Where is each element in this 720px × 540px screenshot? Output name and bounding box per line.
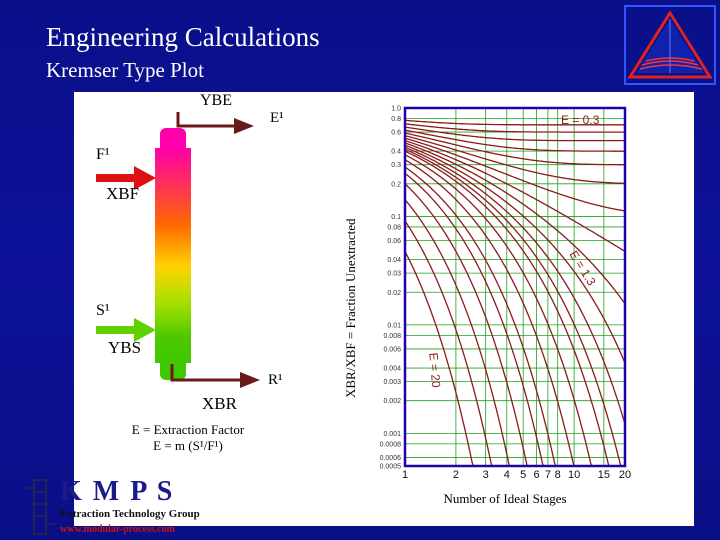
y-tick-label: 0.2 <box>391 181 401 188</box>
y-tick-label: 1.0 <box>391 106 401 113</box>
y-tick-label: 0.001 <box>383 431 401 438</box>
x-tick-label: 6 <box>534 469 540 481</box>
kremser-curve <box>404 137 626 212</box>
slide-title: Engineering Calculations <box>46 22 320 52</box>
kremser-curve <box>404 199 511 467</box>
y-tick-label: 0.0008 <box>380 441 402 448</box>
raffinate-arrow-icon <box>170 364 260 388</box>
x-tick-label: 7 <box>545 469 551 481</box>
column-body <box>155 148 191 363</box>
x-tick-label: 10 <box>568 469 580 481</box>
x-tick-label: 4 <box>504 469 510 481</box>
solvent-arrow-icon <box>96 318 156 342</box>
r1-label: R¹ <box>268 372 283 388</box>
kremser-curve <box>404 132 625 166</box>
y-tick-label: 0.006 <box>383 346 401 353</box>
x-tick-label: 8 <box>555 469 561 481</box>
y-tick-label: 0.03 <box>387 271 401 278</box>
kremser-curve <box>404 166 557 467</box>
s1-label: S¹ <box>96 302 110 319</box>
kremser-curve <box>404 148 622 467</box>
x-axis-label: Number of Ideal Stages <box>443 491 566 506</box>
ef-formula: E = m (S¹/F¹) <box>153 438 223 453</box>
logo-group: Extraction Technology Group <box>60 508 200 520</box>
ybe-arrow-icon <box>176 112 254 134</box>
kremser-curve <box>404 154 593 467</box>
kremser-curve <box>404 172 545 467</box>
kremser-curve <box>404 135 626 185</box>
ybs-label: YBS <box>108 338 142 357</box>
annot-e-0-3: E = 0.3 <box>561 113 600 127</box>
kremser-curve <box>404 123 625 133</box>
xbr-label: XBR <box>202 394 237 413</box>
y-tick-label: 0.01 <box>387 322 401 329</box>
xbf-label: XBF <box>106 184 140 203</box>
y-tick-label: 0.1 <box>391 214 401 221</box>
y-tick-label: 0.0006 <box>380 455 402 462</box>
logo-wordmark: K M P S <box>60 476 175 507</box>
extraction-factor-note: E = Extraction Factor E = m (S¹/F¹) <box>112 422 264 454</box>
y-axis-label: XBR/XBF = Fraction Unextracted <box>343 218 358 398</box>
y-tick-label: 0.04 <box>387 257 401 264</box>
annot-e-20: E = 20 <box>426 352 443 388</box>
y-tick-label: 0.6 <box>391 130 401 137</box>
y-tick-label: 0.06 <box>387 238 401 245</box>
x-tick-label: 2 <box>453 469 459 481</box>
kremser-curve <box>404 220 493 467</box>
y-tick-label: 0.004 <box>383 366 401 373</box>
y-tick-label: 0.0005 <box>380 464 402 471</box>
e1-label: E¹ <box>270 110 284 126</box>
kmps-logo: K M P S Extraction Technology Group www.… <box>20 476 220 540</box>
x-tick-label: 3 <box>483 469 489 481</box>
y-tick-label: 0.3 <box>391 162 401 169</box>
kremser-curve <box>404 126 625 142</box>
kremser-curve <box>404 144 626 364</box>
kremser-curve <box>404 150 611 467</box>
kremser-curve <box>404 142 626 305</box>
kremser-curve <box>404 129 625 152</box>
y-tick-label: 0.003 <box>383 379 401 386</box>
kremser-plot: XBR/XBF = Fraction Unextracted Number of… <box>343 106 631 507</box>
y-tick-label: 0.008 <box>383 333 401 340</box>
x-tick-label: 20 <box>619 469 631 481</box>
y-tick-label: 0.02 <box>387 290 401 297</box>
y-tick-label: 0.08 <box>387 224 401 231</box>
kremser-curve <box>404 251 474 467</box>
x-tick-label: 5 <box>520 469 526 481</box>
feed-arrow-icon <box>96 166 156 190</box>
kremser-curve <box>405 119 625 126</box>
slide-subtitle: Kremser Type Plot <box>46 58 204 82</box>
y-tick-label: 0.002 <box>383 398 401 405</box>
ybe-label: YBE <box>200 92 232 109</box>
f1-label: F¹ <box>96 146 110 163</box>
ef-definition: E = Extraction Factor <box>131 422 245 437</box>
triangle-logo-icon <box>624 5 716 85</box>
kremser-curve <box>404 139 626 252</box>
y-tick-label: 0.8 <box>391 116 401 123</box>
y-tick-label: 0.4 <box>391 149 401 156</box>
kremser-curve <box>404 159 575 467</box>
kremser-curve <box>404 146 626 425</box>
kremser-curve <box>404 183 529 467</box>
column-schematic-icon <box>26 479 56 535</box>
x-tick-label: 1 <box>402 469 408 481</box>
x-tick-label: 15 <box>598 469 610 481</box>
logo-url[interactable]: www.modular-process.com <box>60 524 175 535</box>
column-top <box>160 128 186 148</box>
plot-border <box>403 106 627 468</box>
